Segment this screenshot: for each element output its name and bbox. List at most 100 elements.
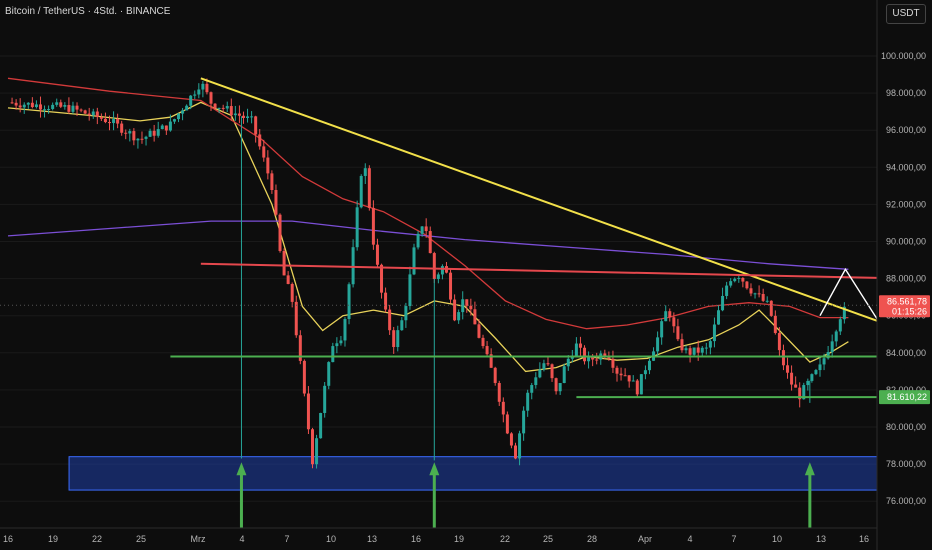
candle-body [34, 104, 38, 108]
candle-body [132, 131, 136, 141]
candle-body [75, 105, 79, 110]
candle-body [481, 337, 485, 347]
candle-body [18, 105, 22, 108]
candle-body [562, 366, 566, 384]
candle-body [773, 315, 777, 333]
x-tick-label: 16 [411, 534, 421, 544]
candle-body [583, 347, 587, 362]
y-tick-label: 88.000,00 [886, 274, 926, 284]
candle-body [144, 136, 148, 139]
candle-body [672, 317, 676, 327]
candle-body [457, 312, 461, 321]
candle-body [518, 433, 522, 459]
candle-body [380, 264, 384, 293]
candle-body [335, 343, 339, 347]
x-tick-label: 28 [587, 534, 597, 544]
candle-body [327, 362, 331, 386]
x-tick-label: Apr [638, 534, 652, 544]
candle-body [116, 119, 120, 124]
candle-body [717, 310, 720, 325]
candle-body [294, 301, 298, 336]
x-tick-label: 4 [239, 534, 244, 544]
candle-body [509, 433, 513, 446]
candle-body [449, 272, 453, 300]
candle-body [197, 89, 201, 95]
ma-line-mid [7, 77, 849, 330]
support-price-tag [879, 390, 930, 405]
x-tick-label: 16 [859, 534, 869, 544]
candle-body [643, 370, 647, 375]
candle-body [631, 380, 635, 382]
candle-body [331, 346, 335, 363]
candle-body [489, 354, 493, 368]
candle-body [359, 175, 363, 208]
candle-body [266, 157, 270, 174]
candle-body [282, 250, 286, 276]
candle-body [412, 247, 416, 275]
last-price-text: 86.561,78 [887, 296, 927, 306]
candle-body [152, 130, 156, 136]
candle-body [497, 382, 501, 402]
candle-body [416, 233, 420, 248]
candle-body [168, 121, 172, 131]
candle-body [237, 113, 241, 116]
candle-body [286, 275, 290, 284]
y-tick-label: 90.000,00 [886, 237, 926, 247]
x-tick-label: 10 [326, 534, 336, 544]
candle-body [676, 326, 680, 340]
candle-body [611, 358, 615, 368]
candle-body [274, 190, 278, 215]
candle-body [830, 341, 834, 353]
candle-body [120, 123, 124, 133]
candle-body [781, 350, 785, 366]
candle-body [603, 353, 607, 356]
y-tick-label: 76.000,00 [886, 496, 926, 506]
trendlines [170, 77, 932, 399]
candle-body [241, 115, 245, 118]
y-tick-label: 92.000,00 [886, 199, 926, 209]
candle-body [558, 383, 562, 392]
candle-body [225, 106, 229, 109]
candle-body [627, 375, 631, 382]
candle-body [684, 348, 688, 351]
candle-body [160, 125, 164, 130]
last-price-tag [879, 295, 930, 318]
currency-button[interactable]: USDT [886, 4, 926, 24]
candle-body [47, 108, 51, 110]
candle-body [668, 311, 672, 318]
candle-body [189, 95, 193, 106]
candle-body [38, 104, 42, 110]
candle-body [43, 109, 47, 111]
green-arrow-head [804, 462, 815, 476]
candle-body [526, 392, 530, 411]
candle-body [205, 83, 209, 93]
candle-body [59, 102, 63, 107]
x-tick-label: 25 [136, 534, 146, 544]
candle-body [587, 357, 591, 362]
candle-body [615, 367, 619, 374]
candle-body [221, 107, 225, 109]
candle-body [306, 393, 310, 430]
resistance-line [200, 262, 932, 280]
x-tick-label: 19 [48, 534, 58, 544]
y-tick-label: 82.000,00 [886, 385, 926, 395]
candle-body [185, 105, 189, 111]
candle-body [822, 358, 826, 365]
candle-body [432, 253, 436, 279]
candle-body [570, 356, 574, 359]
candle-body [347, 284, 351, 319]
candle-body [741, 277, 745, 282]
candle-body [67, 105, 71, 112]
candle-body [270, 173, 274, 191]
candle-body [233, 113, 237, 116]
candle-body [10, 102, 14, 104]
candle-body [290, 283, 294, 302]
candle-body [473, 309, 477, 325]
candle-body [712, 324, 716, 342]
candle-body [87, 113, 91, 116]
candle-body [164, 125, 168, 131]
candle-body [71, 105, 75, 112]
y-tick-label: 78.000,00 [886, 459, 926, 469]
x-tick-label: 7 [284, 534, 289, 544]
